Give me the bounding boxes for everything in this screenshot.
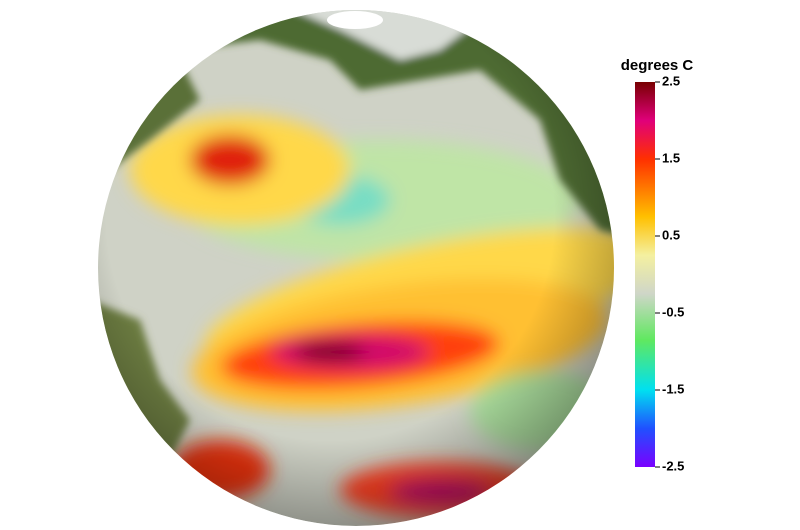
globe [98, 10, 614, 526]
colorbar-tick-label: -2.5 [662, 458, 684, 473]
colorbar-tick-label: -0.5 [662, 304, 684, 319]
colorbar [635, 82, 655, 467]
colorbar-title: degrees C [621, 57, 694, 74]
colorbar-tick-label: 2.5 [662, 73, 680, 88]
colorbar-tick-label: 0.5 [662, 227, 680, 242]
colorbar-tick-label: -1.5 [662, 381, 684, 396]
colorbar-tick-label: 1.5 [662, 150, 680, 165]
